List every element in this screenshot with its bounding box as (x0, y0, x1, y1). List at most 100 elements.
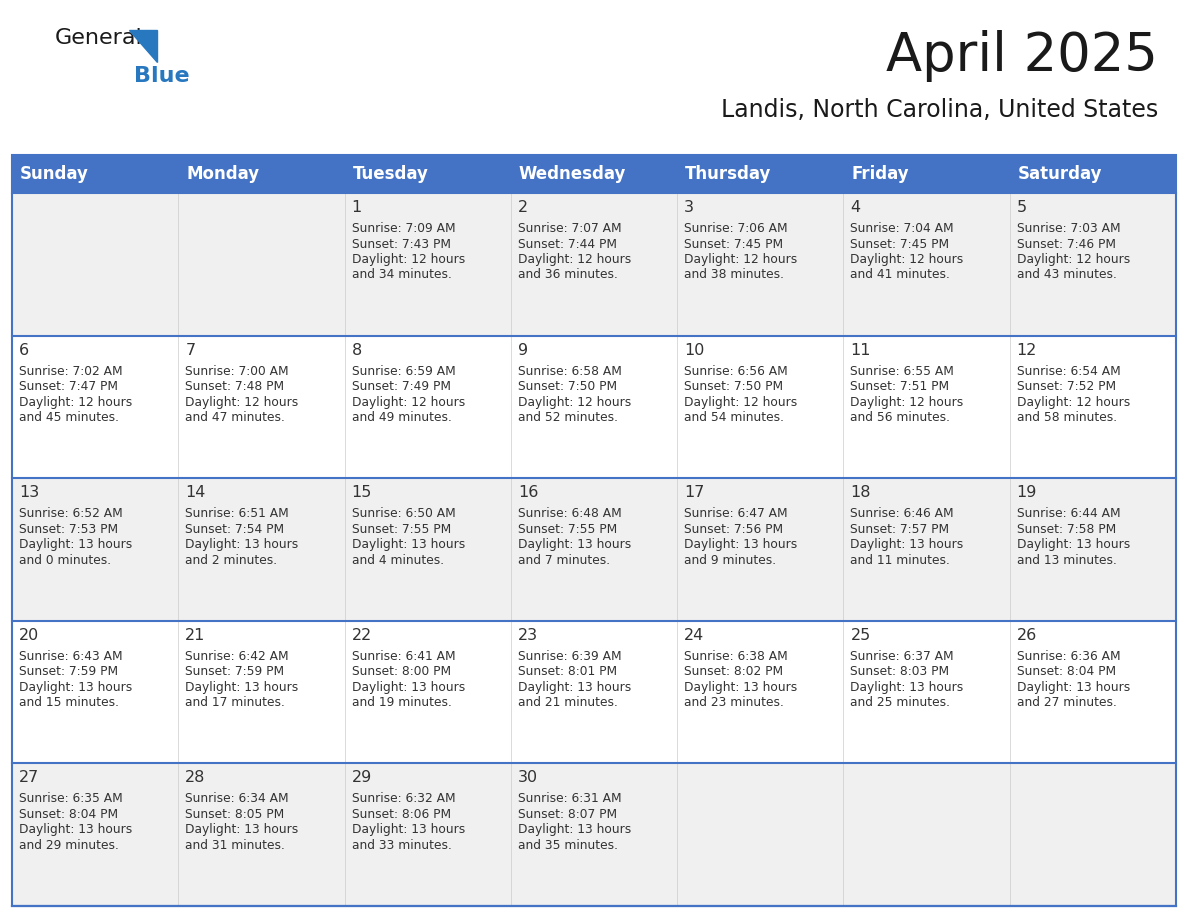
Text: 3: 3 (684, 200, 694, 215)
Text: and 38 minutes.: and 38 minutes. (684, 268, 784, 282)
Text: Daylight: 12 hours: Daylight: 12 hours (518, 396, 631, 409)
Text: Sunrise: 6:52 AM: Sunrise: 6:52 AM (19, 508, 122, 521)
Text: Tuesday: Tuesday (353, 165, 429, 183)
Text: 6: 6 (19, 342, 30, 358)
Text: Friday: Friday (852, 165, 909, 183)
Text: and 35 minutes.: and 35 minutes. (518, 839, 618, 852)
Text: Sunrise: 6:43 AM: Sunrise: 6:43 AM (19, 650, 122, 663)
Text: and 29 minutes.: and 29 minutes. (19, 839, 119, 852)
Text: Monday: Monday (187, 165, 259, 183)
Text: 11: 11 (851, 342, 871, 358)
Text: 14: 14 (185, 486, 206, 500)
Text: Sunset: 8:01 PM: Sunset: 8:01 PM (518, 666, 617, 678)
Text: Saturday: Saturday (1018, 165, 1102, 183)
Text: 2: 2 (518, 200, 527, 215)
Text: Daylight: 13 hours: Daylight: 13 hours (1017, 681, 1130, 694)
Text: and 9 minutes.: and 9 minutes. (684, 554, 776, 566)
Text: Sunset: 7:52 PM: Sunset: 7:52 PM (1017, 380, 1116, 393)
Text: 17: 17 (684, 486, 704, 500)
Text: Daylight: 13 hours: Daylight: 13 hours (185, 681, 298, 694)
Text: 24: 24 (684, 628, 704, 643)
Text: Sunrise: 6:38 AM: Sunrise: 6:38 AM (684, 650, 788, 663)
Text: Sunrise: 7:02 AM: Sunrise: 7:02 AM (19, 364, 122, 377)
Text: Daylight: 13 hours: Daylight: 13 hours (352, 681, 465, 694)
Text: and 0 minutes.: and 0 minutes. (19, 554, 112, 566)
Bar (178, 155, 345, 193)
Text: Sunset: 7:53 PM: Sunset: 7:53 PM (19, 522, 118, 536)
Text: Sunset: 7:43 PM: Sunset: 7:43 PM (352, 238, 450, 251)
Text: and 52 minutes.: and 52 minutes. (518, 411, 618, 424)
Text: Daylight: 13 hours: Daylight: 13 hours (352, 538, 465, 551)
Text: Sunrise: 6:54 AM: Sunrise: 6:54 AM (1017, 364, 1120, 377)
Bar (12, 193, 1176, 336)
Text: and 36 minutes.: and 36 minutes. (518, 268, 618, 282)
Text: Sunset: 7:49 PM: Sunset: 7:49 PM (352, 380, 450, 393)
Text: Daylight: 12 hours: Daylight: 12 hours (851, 396, 963, 409)
Text: Wednesday: Wednesday (519, 165, 626, 183)
Text: 7: 7 (185, 342, 195, 358)
Text: Daylight: 12 hours: Daylight: 12 hours (185, 396, 298, 409)
Text: Daylight: 12 hours: Daylight: 12 hours (851, 253, 963, 266)
Text: and 34 minutes.: and 34 minutes. (352, 268, 451, 282)
Text: Sunrise: 6:37 AM: Sunrise: 6:37 AM (851, 650, 954, 663)
Text: Sunset: 8:03 PM: Sunset: 8:03 PM (851, 666, 949, 678)
Text: Sunrise: 7:04 AM: Sunrise: 7:04 AM (851, 222, 954, 235)
Text: 12: 12 (1017, 342, 1037, 358)
Text: Sunset: 8:06 PM: Sunset: 8:06 PM (352, 808, 450, 821)
Text: Sunrise: 7:00 AM: Sunrise: 7:00 AM (185, 364, 289, 377)
Text: Sunset: 7:56 PM: Sunset: 7:56 PM (684, 522, 783, 536)
Text: Sunset: 7:57 PM: Sunset: 7:57 PM (851, 522, 949, 536)
Text: and 7 minutes.: and 7 minutes. (518, 554, 609, 566)
Text: Sunset: 8:00 PM: Sunset: 8:00 PM (352, 666, 450, 678)
Text: and 54 minutes.: and 54 minutes. (684, 411, 784, 424)
Text: Sunset: 8:05 PM: Sunset: 8:05 PM (185, 808, 285, 821)
Text: 9: 9 (518, 342, 527, 358)
Text: General: General (55, 28, 143, 48)
Text: Sunrise: 6:48 AM: Sunrise: 6:48 AM (518, 508, 621, 521)
Text: 18: 18 (851, 486, 871, 500)
Text: Daylight: 12 hours: Daylight: 12 hours (19, 396, 132, 409)
Text: Daylight: 13 hours: Daylight: 13 hours (352, 823, 465, 836)
Bar (511, 155, 677, 193)
Text: and 45 minutes.: and 45 minutes. (19, 411, 119, 424)
Text: Daylight: 13 hours: Daylight: 13 hours (185, 538, 298, 551)
Text: 1: 1 (352, 200, 362, 215)
Text: 15: 15 (352, 486, 372, 500)
Bar (843, 155, 1010, 193)
Text: Sunset: 8:04 PM: Sunset: 8:04 PM (19, 808, 118, 821)
Text: and 43 minutes.: and 43 minutes. (1017, 268, 1117, 282)
Text: Daylight: 13 hours: Daylight: 13 hours (518, 681, 631, 694)
Text: Sunset: 7:45 PM: Sunset: 7:45 PM (684, 238, 783, 251)
Text: Sunset: 7:48 PM: Sunset: 7:48 PM (185, 380, 284, 393)
Text: and 41 minutes.: and 41 minutes. (851, 268, 950, 282)
Text: Sunset: 7:46 PM: Sunset: 7:46 PM (1017, 238, 1116, 251)
Text: Sunset: 7:47 PM: Sunset: 7:47 PM (19, 380, 118, 393)
Text: Sunrise: 6:56 AM: Sunrise: 6:56 AM (684, 364, 788, 377)
Text: Sunrise: 7:03 AM: Sunrise: 7:03 AM (1017, 222, 1120, 235)
Text: Daylight: 13 hours: Daylight: 13 hours (684, 538, 797, 551)
Text: Sunrise: 6:31 AM: Sunrise: 6:31 AM (518, 792, 621, 805)
Text: Sunrise: 6:42 AM: Sunrise: 6:42 AM (185, 650, 289, 663)
Text: Sunrise: 6:41 AM: Sunrise: 6:41 AM (352, 650, 455, 663)
Text: Daylight: 12 hours: Daylight: 12 hours (1017, 253, 1130, 266)
Text: and 27 minutes.: and 27 minutes. (1017, 696, 1117, 710)
Text: and 49 minutes.: and 49 minutes. (352, 411, 451, 424)
Text: Daylight: 13 hours: Daylight: 13 hours (19, 681, 132, 694)
Text: Sunset: 7:50 PM: Sunset: 7:50 PM (518, 380, 617, 393)
Text: Daylight: 13 hours: Daylight: 13 hours (518, 823, 631, 836)
Text: 22: 22 (352, 628, 372, 643)
Text: Sunrise: 6:39 AM: Sunrise: 6:39 AM (518, 650, 621, 663)
Text: Sunset: 7:50 PM: Sunset: 7:50 PM (684, 380, 783, 393)
Bar (12, 155, 178, 193)
Text: Sunset: 8:02 PM: Sunset: 8:02 PM (684, 666, 783, 678)
Text: Daylight: 13 hours: Daylight: 13 hours (851, 681, 963, 694)
Text: April 2025: April 2025 (886, 30, 1158, 82)
Text: Sunrise: 6:50 AM: Sunrise: 6:50 AM (352, 508, 455, 521)
Text: 5: 5 (1017, 200, 1026, 215)
Text: Daylight: 12 hours: Daylight: 12 hours (684, 396, 797, 409)
Text: 27: 27 (19, 770, 39, 786)
Text: and 4 minutes.: and 4 minutes. (352, 554, 443, 566)
Text: Landis, North Carolina, United States: Landis, North Carolina, United States (721, 98, 1158, 122)
Bar (12, 336, 1176, 478)
Text: and 11 minutes.: and 11 minutes. (851, 554, 950, 566)
